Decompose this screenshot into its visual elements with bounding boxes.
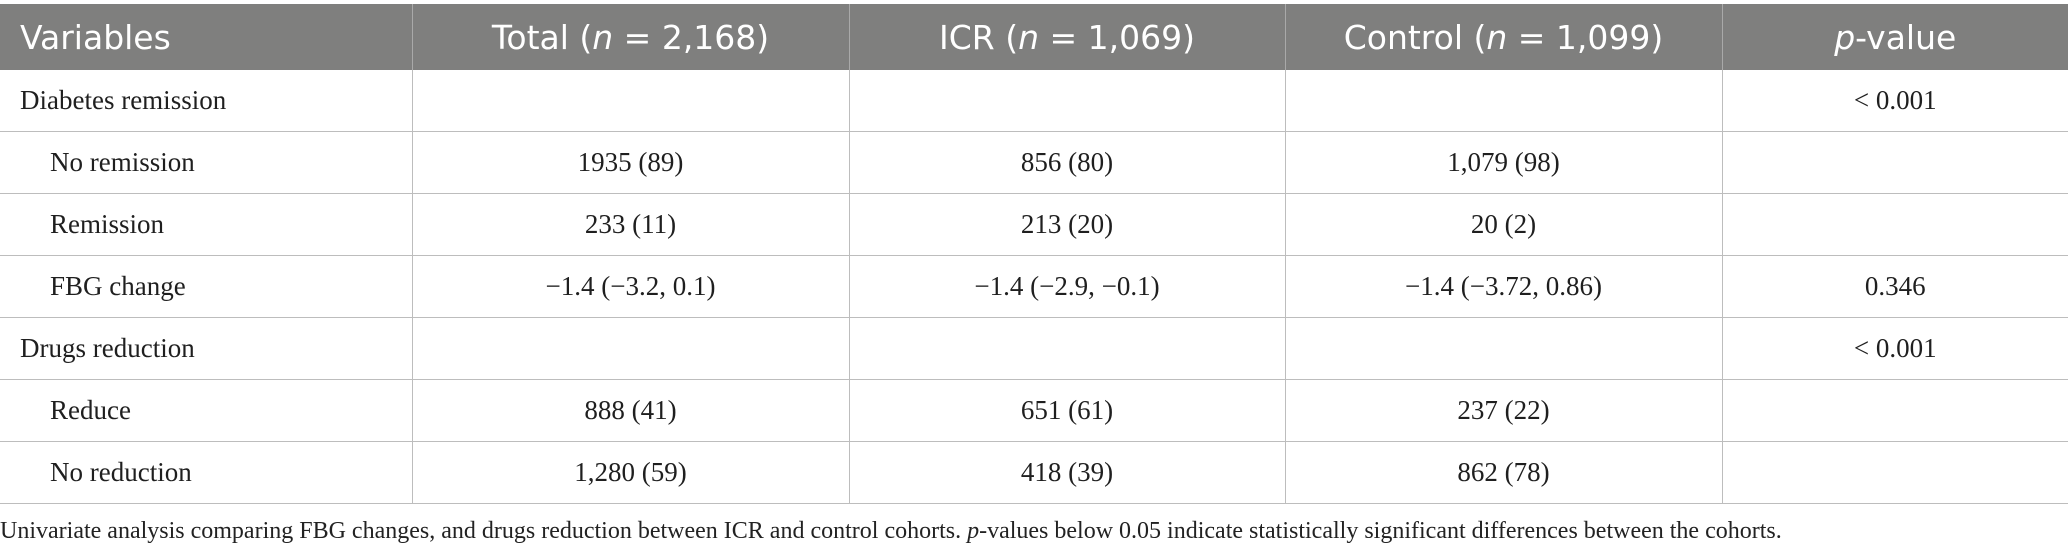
cell-control xyxy=(1285,70,1723,132)
cell-total xyxy=(412,317,850,380)
cell-total: 1,280 (59) xyxy=(412,441,850,504)
header-total-n: n xyxy=(592,17,614,57)
cell-control xyxy=(1285,317,1723,380)
row-label: Reduce xyxy=(0,379,413,442)
row-label: Diabetes remission xyxy=(0,70,413,132)
header-control: Control (n = 1,099) xyxy=(1285,4,1723,70)
header-control-suffix: = 1,099) xyxy=(1507,17,1664,57)
header-control-prefix: Control ( xyxy=(1343,17,1487,57)
cell-icr: 213 (20) xyxy=(849,193,1286,256)
table-footnote: Univariate analysis comparing FBG change… xyxy=(0,518,1782,545)
cell-p-value xyxy=(1722,193,2068,256)
header-total-prefix: Total ( xyxy=(491,17,593,57)
header-icr-n: n xyxy=(1018,17,1039,57)
cell-total: 888 (41) xyxy=(412,379,850,442)
table-header: Variables Total (n = 2,168) ICR (n = 1,0… xyxy=(0,4,2068,70)
table-body: Diabetes remission < 0.001 No remission … xyxy=(0,70,2068,504)
cell-p-value: < 0.001 xyxy=(1722,70,2068,132)
row-label: No remission xyxy=(0,131,413,194)
footnote-part1: Univariate analysis comparing FBG change… xyxy=(0,518,968,544)
table-row: Remission 233 (11) 213 (20) 20 (2) xyxy=(0,193,2068,256)
cell-total: −1.4 (−3.2, 0.1) xyxy=(412,255,850,318)
table-row: FBG change −1.4 (−3.2, 0.1) −1.4 (−2.9, … xyxy=(0,255,2068,318)
cell-icr: 651 (61) xyxy=(849,379,1286,442)
table-row: No remission 1935 (89) 856 (80) 1,079 (9… xyxy=(0,131,2068,194)
cell-control: −1.4 (−3.72, 0.86) xyxy=(1285,255,1723,318)
cell-total: 233 (11) xyxy=(412,193,850,256)
cell-icr: 856 (80) xyxy=(849,131,1286,194)
header-row: Variables Total (n = 2,168) ICR (n = 1,0… xyxy=(0,4,2068,70)
header-variables-text: Variables xyxy=(20,17,171,57)
header-p-suffix: -value xyxy=(1855,17,1957,57)
results-table: Variables Total (n = 2,168) ICR (n = 1,0… xyxy=(0,4,2068,504)
cell-icr: 418 (39) xyxy=(849,441,1286,504)
cell-p-value xyxy=(1722,441,2068,504)
header-total: Total (n = 2,168) xyxy=(412,4,850,70)
table-row: Reduce 888 (41) 651 (61) 237 (22) xyxy=(0,379,2068,442)
footnote-italic: p xyxy=(967,518,980,544)
header-icr-prefix: ICR ( xyxy=(939,17,1019,57)
cell-p-value: 0.346 xyxy=(1722,255,2068,318)
row-label: No reduction xyxy=(0,441,413,504)
header-variables: Variables xyxy=(0,4,413,70)
cell-control: 20 (2) xyxy=(1285,193,1723,256)
header-total-suffix: = 2,168) xyxy=(613,17,770,57)
footnote-part2: -values below 0.05 indicate statisticall… xyxy=(979,518,1782,544)
cell-total xyxy=(412,70,850,132)
header-p-italic: p xyxy=(1834,17,1856,57)
cell-p-value xyxy=(1722,379,2068,442)
cell-p-value: < 0.001 xyxy=(1722,317,2068,380)
cell-p-value xyxy=(1722,131,2068,194)
cell-icr xyxy=(849,70,1286,132)
header-icr: ICR (n = 1,069) xyxy=(849,4,1286,70)
header-p-value: p-value xyxy=(1722,4,2068,70)
row-label: Remission xyxy=(0,193,413,256)
cell-control: 237 (22) xyxy=(1285,379,1723,442)
cell-control: 862 (78) xyxy=(1285,441,1723,504)
table-row: No reduction 1,280 (59) 418 (39) 862 (78… xyxy=(0,441,2068,504)
cell-icr: −1.4 (−2.9, −0.1) xyxy=(849,255,1286,318)
header-control-n: n xyxy=(1486,17,1508,57)
cell-icr xyxy=(849,317,1286,380)
table-row: Drugs reduction < 0.001 xyxy=(0,317,2068,380)
cell-total: 1935 (89) xyxy=(412,131,850,194)
row-label: FBG change xyxy=(0,255,413,318)
cell-control: 1,079 (98) xyxy=(1285,131,1723,194)
header-icr-suffix: = 1,069) xyxy=(1039,17,1195,57)
table-row: Diabetes remission < 0.001 xyxy=(0,70,2068,132)
row-label: Drugs reduction xyxy=(0,317,413,380)
results-table-container: Variables Total (n = 2,168) ICR (n = 1,0… xyxy=(0,4,2068,504)
